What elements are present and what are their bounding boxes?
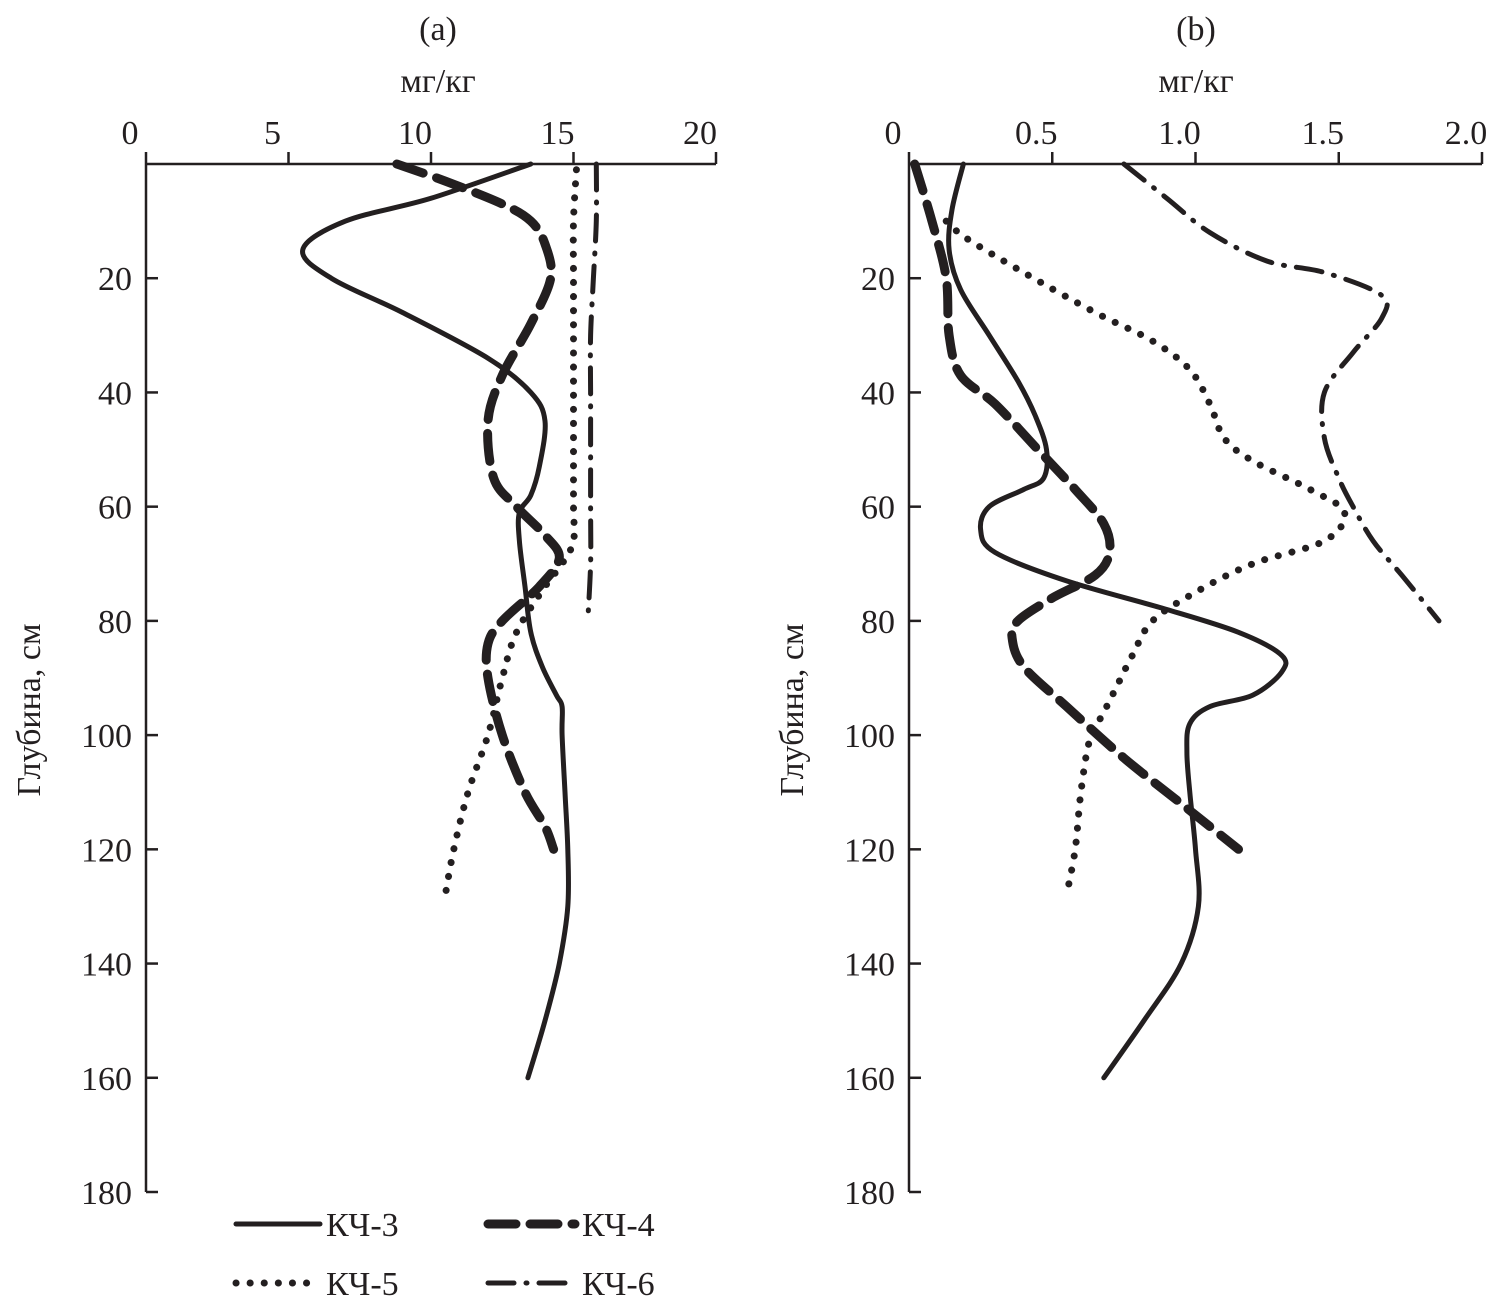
y-tick-label: 120 (81, 832, 132, 869)
x-tick-label: 20 (683, 115, 717, 152)
series-line-dotted (942, 217, 1349, 899)
panel-a-ylabel: Глубина, см (11, 623, 48, 796)
series-line-solid (300, 161, 572, 1081)
panel-b-axes: 0 0.5 1.0 1.5 2.0 20 40 60 80 100 120 140 160 180 (844, 115, 1487, 1212)
legend-item: КЧ-3 (233, 1207, 399, 1244)
y-tick-label: 160 (81, 1061, 132, 1098)
series-line-dashed (910, 159, 1243, 854)
legend-item: КЧ-6 (485, 1266, 655, 1303)
panel-b: (b) мг/кг Глубина, см 0 0.5 1.0 1.5 2.0 20 40 6… (774, 11, 1487, 1212)
panel-a-label: (a) (419, 11, 457, 48)
y-tick-label: 80 (861, 604, 895, 641)
y-tick-label: 100 (844, 718, 895, 755)
y-tick-label: 100 (81, 718, 132, 755)
y-tick-label: 180 (81, 1175, 132, 1212)
y-tick-label: 40 (861, 375, 895, 412)
legend-label: КЧ-4 (582, 1207, 655, 1244)
y-tick-label: 60 (98, 490, 132, 527)
panel-a: (a) мг/кг Глубина, см 0 5 10 15 20 20 40 60 80 10… (11, 11, 718, 1212)
y-tick-label: 20 (98, 261, 132, 298)
series-line-solid (946, 161, 1289, 1081)
series-line-dashed (392, 159, 564, 854)
panel-a-series-layer (300, 159, 600, 1081)
x-tick-label: 0.5 (1015, 115, 1058, 152)
series-line-dash-dot (585, 161, 600, 624)
panel-a-xlabel: мг/кг (400, 63, 475, 100)
legend: КЧ-3 КЧ-4 КЧ-5 КЧ-6 (232, 1207, 655, 1303)
panel-b-ylabel: Глубина, см (774, 623, 811, 796)
y-tick-label: 80 (98, 604, 132, 641)
x-tick-label: 1.0 (1158, 115, 1201, 152)
x-tick-label: 10 (398, 115, 432, 152)
x-tick-label: 15 (541, 115, 575, 152)
y-tick-label: 60 (861, 490, 895, 527)
y-tick-label: 180 (844, 1175, 895, 1212)
legend-label: КЧ-5 (326, 1266, 399, 1303)
panel-b-label: (b) (1176, 11, 1216, 48)
x-tick-label: 0 (122, 115, 139, 152)
y-tick-label: 160 (844, 1061, 895, 1098)
x-tick-label: 1.5 (1302, 115, 1345, 152)
y-tick-label: 140 (844, 947, 895, 984)
panel-a-axes: 0 5 10 15 20 20 40 60 80 100 120 140 160 180 (81, 115, 718, 1212)
x-tick-label: 2.0 (1445, 115, 1488, 152)
legend-item: КЧ-5 (232, 1266, 399, 1303)
legend-label: КЧ-3 (326, 1207, 399, 1244)
y-tick-label: 40 (98, 375, 132, 412)
x-tick-label: 5 (264, 115, 281, 152)
y-tick-label: 120 (844, 832, 895, 869)
series-line-dash-dot (1121, 161, 1442, 624)
x-tick-label: 0 (885, 115, 902, 152)
panel-b-series-layer (910, 159, 1442, 1081)
legend-item: КЧ-4 (483, 1207, 655, 1244)
series-line-dotted (441, 166, 580, 899)
y-tick-label: 20 (861, 261, 895, 298)
y-tick-label: 140 (81, 947, 132, 984)
panel-b-xlabel: мг/кг (1158, 63, 1233, 100)
legend-label: КЧ-6 (582, 1266, 655, 1303)
